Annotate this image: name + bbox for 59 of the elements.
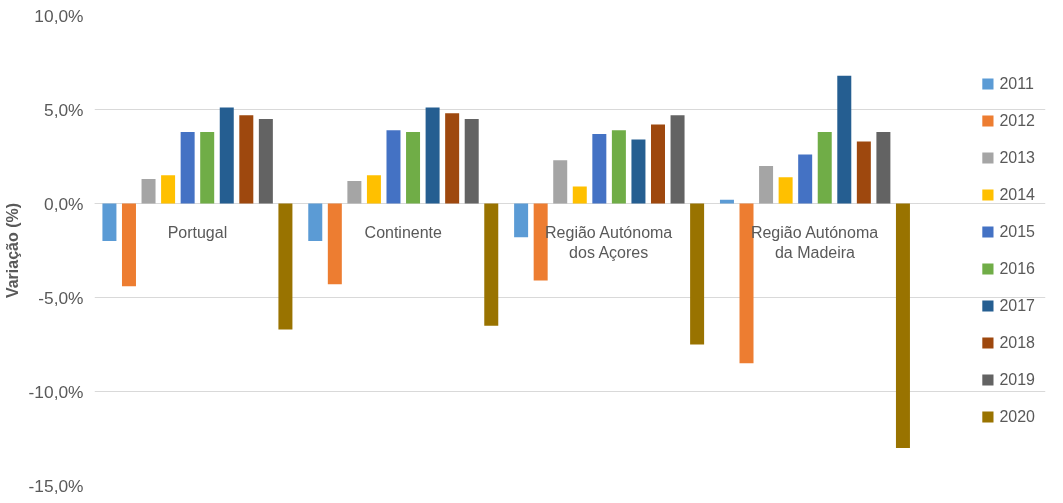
bar [366, 175, 381, 204]
bar [739, 203, 754, 364]
y-tick-label: -15,0% [28, 475, 84, 496]
y-tick-label: -5,0% [38, 287, 84, 308]
bar [876, 132, 891, 204]
bar [278, 203, 293, 330]
legend-label: 2019 [999, 370, 1035, 389]
y-axis-title: Variação (%) [3, 202, 21, 299]
bar [817, 132, 832, 204]
bar [631, 139, 646, 204]
x-tick-label: Continente [364, 223, 443, 241]
bar [856, 141, 871, 204]
legend-label: 2020 [999, 407, 1035, 426]
bar [200, 132, 215, 204]
bar [219, 107, 234, 204]
bar [514, 203, 529, 238]
bar [759, 165, 774, 204]
bar [141, 179, 156, 204]
bar [258, 118, 273, 204]
legend-label: 2011 [999, 74, 1034, 93]
bar [425, 107, 440, 204]
bar [553, 160, 568, 204]
bar [778, 177, 793, 204]
bar [533, 203, 548, 281]
legend-label: 2015 [999, 222, 1035, 241]
legend-label: 2013 [999, 148, 1035, 167]
bar [239, 115, 254, 204]
bar [102, 203, 117, 242]
bar [719, 199, 734, 204]
legend-label: 2018 [999, 333, 1035, 352]
legend-label: 2014 [999, 185, 1035, 204]
bar [327, 203, 342, 285]
x-tick-label: Portugal [167, 223, 228, 241]
bar [837, 75, 852, 204]
legend-label: 2017 [999, 296, 1035, 315]
y-tick-label: -10,0% [28, 381, 84, 402]
bar [445, 113, 460, 204]
bar [484, 203, 499, 326]
bar [670, 115, 685, 204]
y-tick-label: 10,0% [34, 5, 84, 26]
bar [592, 133, 607, 204]
legend-label: 2016 [999, 259, 1035, 278]
bar [180, 132, 195, 204]
bar [308, 203, 323, 242]
bar [161, 175, 176, 204]
bar [406, 132, 421, 204]
bar [121, 203, 136, 287]
y-tick-label: 5,0% [44, 99, 84, 120]
bar [611, 130, 626, 204]
bar [651, 124, 665, 204]
legend-label: 2012 [999, 111, 1035, 130]
bar [464, 118, 479, 204]
bar [690, 203, 705, 345]
bar [347, 180, 362, 204]
bar [798, 154, 813, 204]
bar [386, 130, 401, 204]
bar [572, 186, 587, 204]
y-tick-label: 0,0% [44, 193, 84, 214]
bar [895, 203, 910, 448]
